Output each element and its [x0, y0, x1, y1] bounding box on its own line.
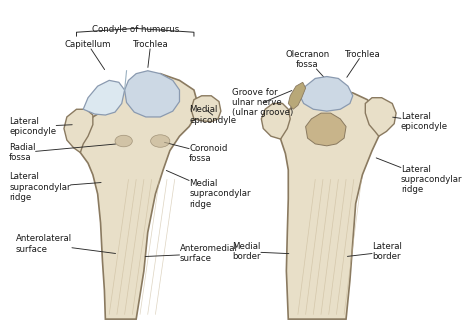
Polygon shape: [125, 71, 180, 117]
Polygon shape: [300, 76, 353, 111]
Text: Coronoid
fossa: Coronoid fossa: [164, 142, 228, 163]
Polygon shape: [83, 80, 125, 115]
Text: Groove for
ulnar nerve
(ulnar groove): Groove for ulnar nerve (ulnar groove): [232, 88, 294, 117]
Text: Lateral
epicondyle: Lateral epicondyle: [392, 112, 448, 131]
Polygon shape: [306, 113, 346, 146]
Text: Lateral
supracondylar
ridge: Lateral supracondylar ridge: [376, 158, 463, 194]
Text: Trochlea: Trochlea: [133, 40, 168, 67]
Text: Lateral
border: Lateral border: [347, 242, 402, 261]
Text: Medial
supracondylar
ridge: Medial supracondylar ridge: [166, 171, 251, 209]
Polygon shape: [261, 104, 290, 139]
Ellipse shape: [115, 135, 132, 147]
Polygon shape: [191, 96, 221, 122]
Text: Olecranon
fossa: Olecranon fossa: [285, 50, 329, 79]
Text: Medial
border: Medial border: [232, 242, 289, 261]
Polygon shape: [78, 74, 199, 319]
Polygon shape: [281, 90, 382, 319]
Text: Radial
fossa: Radial fossa: [9, 143, 116, 162]
Polygon shape: [64, 109, 93, 152]
Text: Lateral
supracondylar
ridge: Lateral supracondylar ridge: [9, 172, 101, 202]
Text: Condyle of humerus: Condyle of humerus: [91, 24, 179, 34]
Ellipse shape: [151, 135, 170, 147]
Text: Anteromedial
surface: Anteromedial surface: [145, 244, 237, 263]
Polygon shape: [288, 82, 306, 109]
Text: Anterolateral
surface: Anterolateral surface: [16, 234, 116, 254]
Text: Capitellum: Capitellum: [65, 40, 111, 70]
Text: Trochlea: Trochlea: [345, 50, 380, 77]
Text: Medial
epicondyle: Medial epicondyle: [189, 105, 236, 125]
Text: Lateral
epicondyle: Lateral epicondyle: [9, 117, 72, 136]
Polygon shape: [365, 98, 396, 136]
